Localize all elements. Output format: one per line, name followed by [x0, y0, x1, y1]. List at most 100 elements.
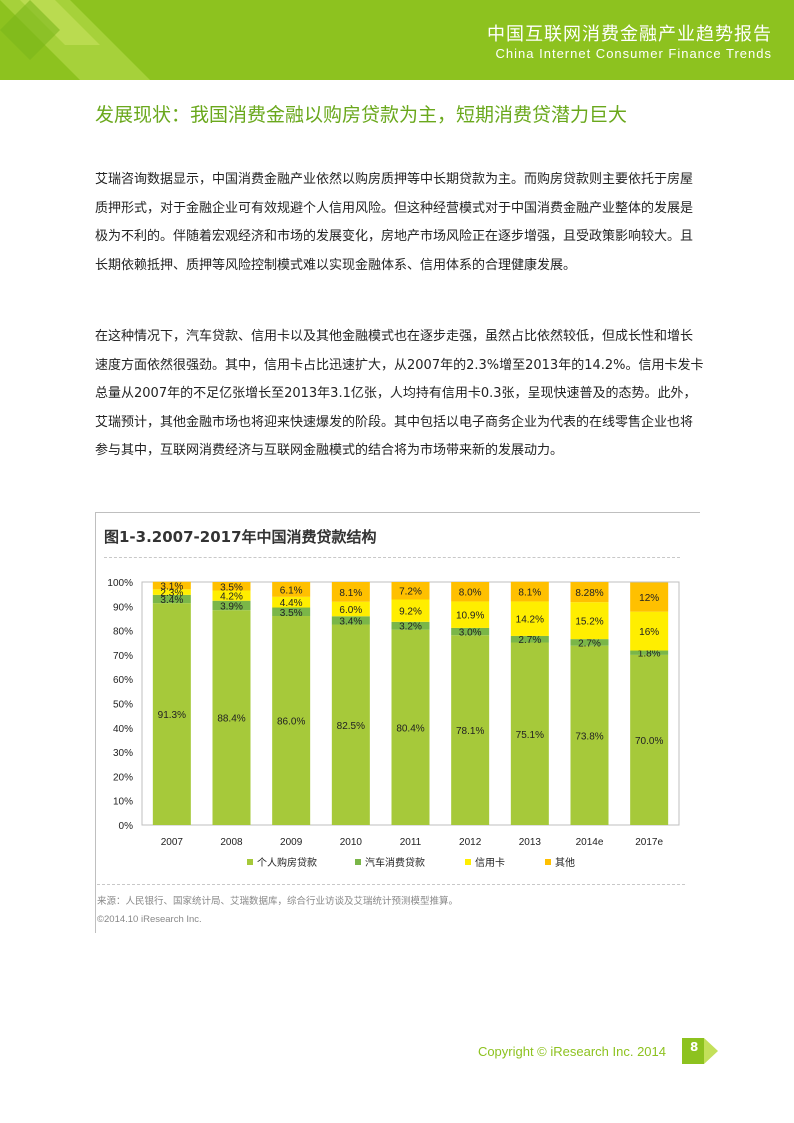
y-tick-label: 30%	[113, 748, 133, 759]
y-tick-label: 0%	[119, 821, 134, 832]
bar-segment	[331, 601, 370, 617]
x-tick-label: 2017e	[635, 837, 663, 848]
bar-segment	[272, 607, 311, 617]
data-label: 12%	[639, 593, 659, 604]
bar-segment	[391, 582, 430, 600]
footer-copyright: Copyright © iResearch Inc. 2014	[477, 1044, 666, 1059]
x-tick-label: 2011	[400, 837, 422, 848]
data-label: 70.0%	[635, 736, 663, 747]
data-label: 16%	[639, 627, 659, 638]
bar-segment	[630, 582, 669, 612]
data-label: 3.4%	[160, 595, 183, 606]
y-tick-label: 10%	[113, 797, 133, 808]
data-label: 82.5%	[337, 721, 365, 732]
data-label: 91.3%	[158, 710, 186, 721]
data-label: 3.9%	[220, 601, 243, 612]
data-label: 8.28%	[575, 588, 603, 599]
data-label: 2.7%	[578, 638, 601, 649]
data-label: 4.4%	[280, 598, 303, 609]
header-title: 中国互联网消费金融产业趋势报告	[487, 24, 772, 45]
y-tick-label: 70%	[113, 651, 133, 662]
y-tick-label: 100%	[107, 578, 133, 589]
bar-segment	[331, 624, 370, 825]
data-label: 8.1%	[518, 588, 541, 599]
bar-segment	[570, 582, 609, 603]
data-label: 3.1%	[160, 582, 183, 593]
bar-segment	[331, 582, 370, 602]
data-label: 9.2%	[399, 607, 422, 618]
data-label: 1.8%	[638, 649, 661, 660]
bar-segment	[451, 601, 490, 628]
header-subtitle: China Internet Consumer Finance Trends	[495, 46, 772, 61]
bar-segment	[510, 642, 549, 825]
bar-segment	[152, 603, 191, 825]
bar-segment	[391, 599, 430, 622]
chart-copyright: ©2014.10 iResearch Inc.	[97, 914, 202, 925]
data-label: 78.1%	[456, 726, 484, 737]
bar-segment	[391, 621, 430, 630]
legend-label: 其他	[555, 856, 575, 869]
bar-segment	[391, 629, 430, 825]
data-label: 8.1%	[339, 588, 362, 599]
data-label: 7.2%	[399, 587, 422, 598]
data-label: 2.7%	[518, 635, 541, 646]
data-label: 4.2%	[220, 592, 243, 603]
data-label: 88.4%	[217, 714, 245, 725]
data-label: 80.4%	[396, 723, 424, 734]
bar-segment	[630, 650, 669, 655]
bar-segment	[212, 610, 251, 825]
bar-segment	[510, 581, 549, 602]
bar-segment	[451, 635, 490, 825]
y-tick-label: 60%	[113, 675, 133, 686]
bar-segment	[272, 616, 311, 825]
x-tick-label: 2009	[280, 837, 303, 848]
legend-swatch	[355, 859, 361, 865]
bar-segment	[152, 581, 191, 590]
bar-segment	[451, 582, 490, 602]
bar-segment	[510, 601, 549, 636]
legend-label: 汽车消费贷款	[365, 856, 425, 869]
legend-label: 信用卡	[475, 856, 505, 869]
data-label: 14.2%	[516, 615, 544, 626]
bar-segment	[152, 594, 191, 604]
bar-segment	[570, 645, 609, 825]
bar-segment	[510, 635, 549, 643]
legend-swatch	[545, 859, 551, 865]
bar-segment	[152, 589, 191, 595]
bar-segment	[570, 639, 609, 646]
data-label: 3.5%	[220, 582, 243, 593]
data-label: 15.2%	[575, 617, 603, 628]
y-tick-label: 40%	[113, 724, 133, 735]
data-label: 73.8%	[575, 731, 603, 742]
bar-segment	[212, 582, 251, 591]
y-tick-label: 90%	[113, 602, 133, 613]
y-tick-label: 80%	[113, 627, 133, 638]
paragraph-2: 在这种情况下，汽车贷款、信用卡以及其他金融模式也在逐步走强，虽然占比依然较低，但…	[95, 329, 704, 458]
data-label: 10.9%	[456, 611, 484, 622]
y-tick-label: 50%	[113, 700, 133, 711]
legend-label: 个人购房贷款	[257, 856, 317, 869]
bar-segment	[570, 602, 609, 640]
data-label: 2.3%	[160, 588, 183, 599]
x-tick-label: 2014e	[576, 837, 604, 848]
page-title: 发展现状：我国消费金融以购房贷款为主，短期消费贷潜力巨大	[95, 104, 628, 126]
source-divider	[97, 884, 685, 885]
chart-title-divider	[104, 557, 680, 558]
data-label: 86.0%	[277, 717, 305, 728]
data-label: 6.0%	[339, 605, 362, 616]
stacked-bar-chart: 0% 10% 20% 30% 40% 50% 60% 70% 80% 90% 100% 91.3% 3.…	[107, 578, 680, 869]
data-label: 75.1%	[516, 730, 544, 741]
x-tick-label: 2008	[220, 837, 243, 848]
chart-frame	[95, 512, 700, 933]
bar-segment	[630, 611, 669, 651]
page-header: 中国互联网消费金融产业趋势报告 China Internet Consumer …	[0, 0, 794, 80]
page-number: 8	[690, 1040, 699, 1054]
bar-segment	[331, 616, 370, 625]
x-tick-label: 2007	[161, 837, 184, 848]
page-number-badge	[682, 1038, 718, 1064]
legend-swatch	[247, 859, 253, 865]
y-tick-label: 20%	[113, 772, 133, 783]
data-label: 3.5%	[280, 608, 303, 619]
bar-segment	[212, 590, 251, 601]
data-label: 8.0%	[459, 588, 482, 599]
